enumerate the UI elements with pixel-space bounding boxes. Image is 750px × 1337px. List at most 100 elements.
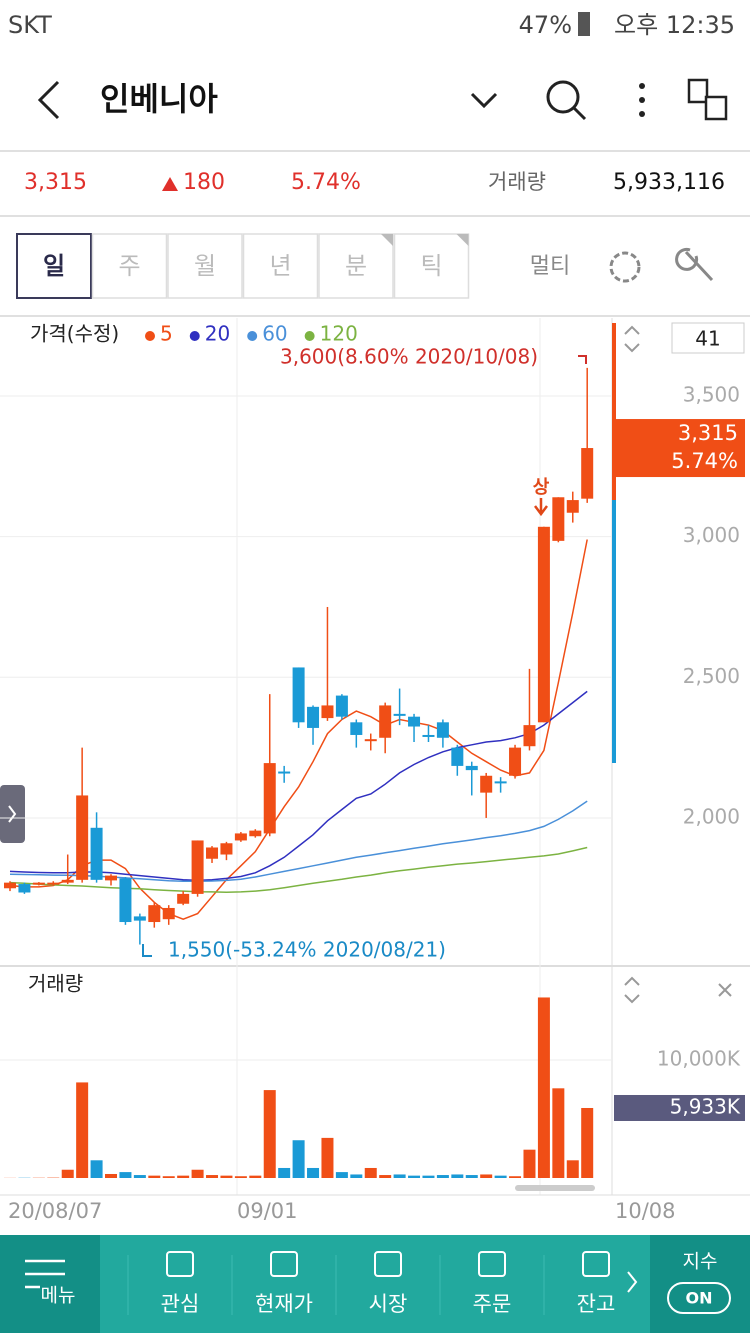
candle-body [177,894,189,904]
tab-label: 일 [43,252,65,280]
volume-bar [134,1175,146,1178]
y-tick-label: 10,000K [657,1047,741,1071]
volume-bar [495,1176,507,1178]
nav-label[interactable]: 잔고 [577,1292,616,1316]
y-tick-label: 2,000 [683,804,740,828]
change: 180 [183,170,225,195]
candle-body [76,795,88,879]
scrollbar[interactable] [515,1185,595,1191]
volume-bar [567,1160,579,1178]
limit-up: 상 [533,477,550,498]
volume-bar [76,1082,88,1178]
candle-body [4,883,16,889]
nav-label[interactable]: 현재가 [255,1292,313,1316]
volume-bar [437,1175,449,1178]
volume-title: 거래량 [28,972,83,996]
candle-body [278,772,290,774]
candle-body [321,705,333,718]
candle-body [105,876,117,881]
current-price: 3,315 [678,421,738,445]
volume-bar [408,1176,420,1178]
candle-body [62,880,74,883]
index-toggle-label: ON [686,1289,713,1308]
candle-body [235,833,247,840]
tab-label: 주 [118,252,140,280]
battery: 47% [519,11,572,39]
volume-bar [365,1168,377,1178]
volume-bar [321,1138,333,1178]
high-note: 3,600(8.60% 2020/10/08) [280,345,538,369]
candle-body [91,828,103,880]
volume-bar [62,1170,74,1178]
volume-bar [278,1168,290,1178]
candle-body [33,883,45,885]
candle-body [307,707,319,728]
window-icon-2 [706,97,726,119]
candle-body [509,748,521,776]
nav-bar [0,1235,750,1333]
candle-body [220,843,232,854]
tab-label: 년 [269,252,291,280]
candle-body [451,748,463,766]
price: 3,315 [24,170,87,195]
clock: 오후 12:35 [614,11,735,39]
candle-body [264,763,276,833]
candle-body [552,497,564,541]
y-tick-label: 2,500 [683,664,740,688]
candle-body [336,696,348,717]
volume-label: 거래량 [488,170,546,194]
legend-label: 60 [262,322,287,346]
volume-bar [220,1176,232,1178]
current-pct: 5.74% [671,449,738,473]
carrier: SKT [8,11,52,39]
candle-body [437,722,449,737]
legend-title: 가격(수정) [30,322,119,346]
battery-icon [578,12,590,36]
candle-body [206,847,218,858]
legend-dot [305,331,315,341]
candle-body [379,705,391,737]
tab-label: 분 [345,252,367,280]
stock-name: 인베니아 [100,80,218,118]
volume-bar [523,1150,535,1178]
nav-label[interactable]: 관심 [161,1292,200,1316]
candle-body [394,714,406,716]
volume-bar [379,1175,391,1178]
nav-label[interactable]: 메뉴 [41,1285,76,1307]
x-label: 09/01 [237,1199,298,1223]
volume-bar [509,1176,521,1178]
candle-body [249,831,261,837]
candle-body [134,916,146,920]
candle-body [365,739,377,741]
nav-label[interactable]: 시장 [369,1292,408,1316]
candle-body [47,883,59,885]
legend-dot [190,331,200,341]
candle-body [148,905,160,922]
multi[interactable]: 멀티 [530,254,570,279]
x-label: 10/08 [615,1199,676,1223]
volume-bar [350,1174,362,1178]
volume-bar [581,1108,593,1178]
volume-bar [119,1172,131,1178]
volume-bar [293,1140,305,1178]
volume-bar [307,1168,319,1178]
range-bar-down [612,500,616,763]
volume-bar [422,1176,434,1178]
more[interactable] [639,83,645,117]
candle-body [422,735,434,737]
volume-bar [105,1174,117,1178]
volume-bar [264,1090,276,1178]
candle-body [408,717,420,727]
candle-body [523,725,535,746]
candle-body [480,776,492,793]
change-pct: 5.74% [291,170,361,195]
volume-bar [538,997,550,1178]
candle-body [18,884,30,892]
side-handle[interactable] [0,785,25,843]
candle-body [293,667,305,722]
nav-label[interactable]: 주문 [473,1292,512,1316]
volume: 5,933,116 [613,170,725,195]
candle-body [119,878,131,922]
